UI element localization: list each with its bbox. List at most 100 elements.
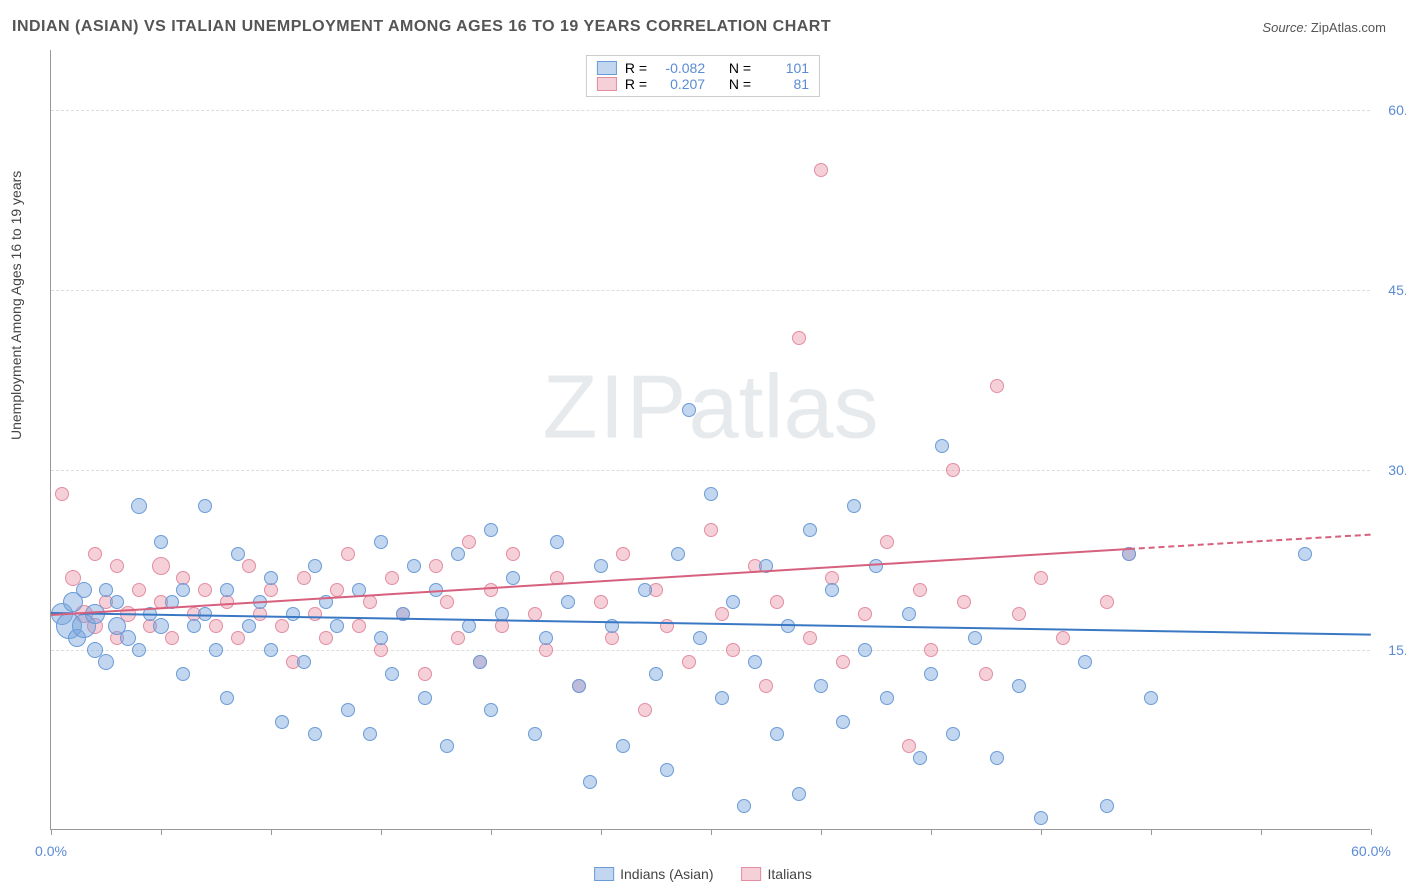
chart-container: INDIAN (ASIAN) VS ITALIAN UNEMPLOYMENT A… bbox=[0, 0, 1406, 892]
scatter-point bbox=[946, 727, 960, 741]
scatter-point bbox=[924, 643, 938, 657]
gridline-h bbox=[51, 110, 1370, 111]
scatter-point bbox=[297, 571, 311, 585]
scatter-point bbox=[825, 583, 839, 597]
scatter-point bbox=[55, 487, 69, 501]
scatter-point bbox=[594, 595, 608, 609]
scatter-point bbox=[110, 595, 124, 609]
scatter-point bbox=[814, 163, 828, 177]
scatter-point bbox=[616, 547, 630, 561]
scatter-point bbox=[374, 631, 388, 645]
scatter-point bbox=[440, 595, 454, 609]
source-label: Source: bbox=[1262, 20, 1307, 35]
scatter-point bbox=[924, 667, 938, 681]
scatter-point bbox=[374, 535, 388, 549]
r-label: R = bbox=[625, 60, 647, 76]
scatter-point bbox=[264, 583, 278, 597]
scatter-point bbox=[990, 751, 1004, 765]
scatter-point bbox=[1034, 571, 1048, 585]
legend-label-indian: Indians (Asian) bbox=[620, 866, 713, 882]
y-tick-label: 15.0% bbox=[1378, 642, 1406, 658]
correlation-legend: R = -0.082 N = 101 R = 0.207 N = 81 bbox=[586, 55, 820, 97]
trendline bbox=[1129, 534, 1371, 550]
scatter-point bbox=[341, 547, 355, 561]
legend-item-italian: Italians bbox=[742, 866, 812, 882]
scatter-point bbox=[176, 667, 190, 681]
scatter-point bbox=[330, 619, 344, 633]
scatter-point bbox=[132, 583, 146, 597]
scatter-point bbox=[506, 547, 520, 561]
scatter-point bbox=[209, 643, 223, 657]
scatter-point bbox=[770, 727, 784, 741]
chart-title: INDIAN (ASIAN) VS ITALIAN UNEMPLOYMENT A… bbox=[12, 18, 831, 36]
scatter-point bbox=[880, 535, 894, 549]
scatter-point bbox=[572, 679, 586, 693]
scatter-point bbox=[913, 751, 927, 765]
y-tick-label: 30.0% bbox=[1378, 462, 1406, 478]
scatter-point bbox=[726, 595, 740, 609]
n-value-indian: 101 bbox=[759, 60, 809, 76]
scatter-point bbox=[880, 691, 894, 705]
scatter-point bbox=[220, 691, 234, 705]
scatter-point bbox=[803, 523, 817, 537]
scatter-point bbox=[99, 583, 113, 597]
r-label: R = bbox=[625, 76, 647, 92]
scatter-point bbox=[374, 643, 388, 657]
legend-swatch-italian-bottom bbox=[742, 867, 762, 881]
scatter-point bbox=[715, 691, 729, 705]
scatter-point bbox=[440, 739, 454, 753]
scatter-point bbox=[660, 763, 674, 777]
scatter-point bbox=[341, 703, 355, 717]
scatter-point bbox=[957, 595, 971, 609]
scatter-point bbox=[198, 499, 212, 513]
scatter-point bbox=[154, 535, 168, 549]
scatter-point bbox=[484, 583, 498, 597]
scatter-point bbox=[473, 655, 487, 669]
gridline-h bbox=[51, 470, 1370, 471]
x-tick-label: 60.0% bbox=[1351, 843, 1391, 859]
scatter-point bbox=[319, 631, 333, 645]
x-tick bbox=[821, 829, 822, 835]
scatter-point bbox=[605, 631, 619, 645]
n-label: N = bbox=[729, 76, 751, 92]
scatter-point bbox=[1144, 691, 1158, 705]
scatter-point bbox=[176, 583, 190, 597]
scatter-point bbox=[264, 643, 278, 657]
scatter-point bbox=[693, 631, 707, 645]
scatter-point bbox=[1012, 679, 1026, 693]
scatter-point bbox=[242, 619, 256, 633]
scatter-point bbox=[946, 463, 960, 477]
scatter-point bbox=[902, 739, 916, 753]
scatter-point bbox=[715, 607, 729, 621]
gridline-h bbox=[51, 290, 1370, 291]
scatter-point bbox=[385, 667, 399, 681]
series-legend: Indians (Asian) Italians bbox=[594, 866, 812, 882]
legend-swatch-indian-bottom bbox=[594, 867, 614, 881]
r-value-indian: -0.082 bbox=[655, 60, 705, 76]
x-tick bbox=[1151, 829, 1152, 835]
scatter-point bbox=[308, 607, 322, 621]
scatter-point bbox=[131, 498, 147, 514]
source-attribution: Source: ZipAtlas.com bbox=[1262, 20, 1386, 35]
scatter-point bbox=[594, 559, 608, 573]
n-value-italian: 81 bbox=[759, 76, 809, 92]
scatter-point bbox=[110, 559, 124, 573]
scatter-point bbox=[1100, 595, 1114, 609]
scatter-point bbox=[506, 571, 520, 585]
scatter-point bbox=[264, 571, 278, 585]
scatter-point bbox=[418, 691, 432, 705]
x-tick bbox=[1041, 829, 1042, 835]
x-tick bbox=[381, 829, 382, 835]
scatter-point bbox=[649, 667, 663, 681]
scatter-point bbox=[792, 331, 806, 345]
scatter-point bbox=[770, 595, 784, 609]
scatter-point bbox=[836, 655, 850, 669]
legend-row-indian: R = -0.082 N = 101 bbox=[597, 60, 809, 76]
scatter-point bbox=[275, 715, 289, 729]
scatter-point bbox=[1034, 811, 1048, 825]
scatter-point bbox=[187, 619, 201, 633]
plot-area: ZIPatlas 15.0%30.0%45.0%60.0%0.0%60.0% bbox=[50, 50, 1370, 830]
scatter-point bbox=[803, 631, 817, 645]
scatter-point bbox=[209, 619, 223, 633]
scatter-point bbox=[561, 595, 575, 609]
